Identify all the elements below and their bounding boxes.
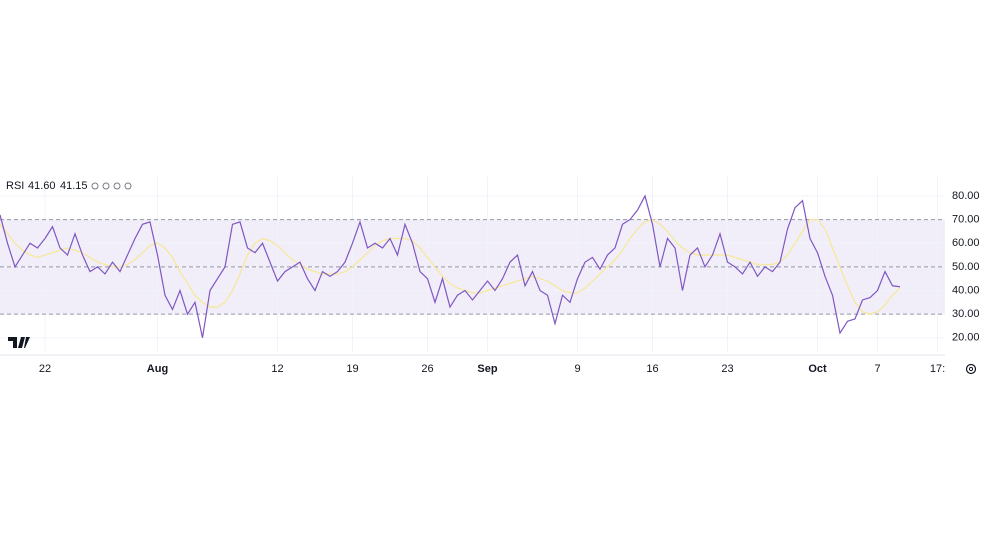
rsi-value: 41.60 bbox=[28, 180, 56, 192]
plot: 20.00 30.00 40.00 50.00 60.00 70.00 80.00 22 Aug… bbox=[0, 177, 980, 375]
x-tick-label: 12 bbox=[271, 363, 283, 375]
y-tick-label: 80.00 bbox=[952, 190, 980, 202]
icon[interactable] bbox=[91, 182, 99, 190]
y-tick-label: 20.00 bbox=[952, 332, 980, 344]
icon[interactable] bbox=[124, 182, 132, 190]
x-tick-label: Sep bbox=[477, 363, 497, 375]
x-tick-label: 17: bbox=[930, 363, 945, 375]
y-tick-label: 40.00 bbox=[952, 284, 980, 296]
tradingview-logo bbox=[8, 337, 30, 348]
gear-center[interactable] bbox=[968, 366, 974, 372]
icon[interactable] bbox=[113, 182, 121, 190]
y-tick-label: 30.00 bbox=[952, 308, 980, 320]
x-tick-label: 19 bbox=[346, 363, 358, 375]
icon[interactable] bbox=[102, 182, 110, 190]
ma-value: 41.15 bbox=[60, 180, 88, 192]
x-tick-label: Aug bbox=[147, 363, 168, 375]
x-tick-label: 7 bbox=[874, 363, 880, 375]
y-tick-label: 50.00 bbox=[952, 261, 980, 273]
x-tick-label: 26 bbox=[421, 363, 433, 375]
x-tick-label: 9 bbox=[574, 363, 580, 375]
y-tick-label: 70.00 bbox=[952, 213, 980, 225]
indicator-name: RSI bbox=[6, 180, 24, 192]
legend-icons[interactable] bbox=[91, 182, 132, 190]
x-tick-label: 16 bbox=[646, 363, 658, 375]
settings-icon[interactable] bbox=[965, 363, 977, 375]
logo-shape bbox=[8, 337, 30, 348]
y-tick-label: 60.00 bbox=[952, 237, 980, 249]
rsi-line bbox=[0, 194, 901, 338]
x-tick-label: 23 bbox=[721, 363, 733, 375]
x-tick-label: 22 bbox=[39, 363, 51, 375]
gear[interactable] bbox=[965, 363, 977, 375]
x-tick-label: Oct bbox=[808, 363, 827, 375]
